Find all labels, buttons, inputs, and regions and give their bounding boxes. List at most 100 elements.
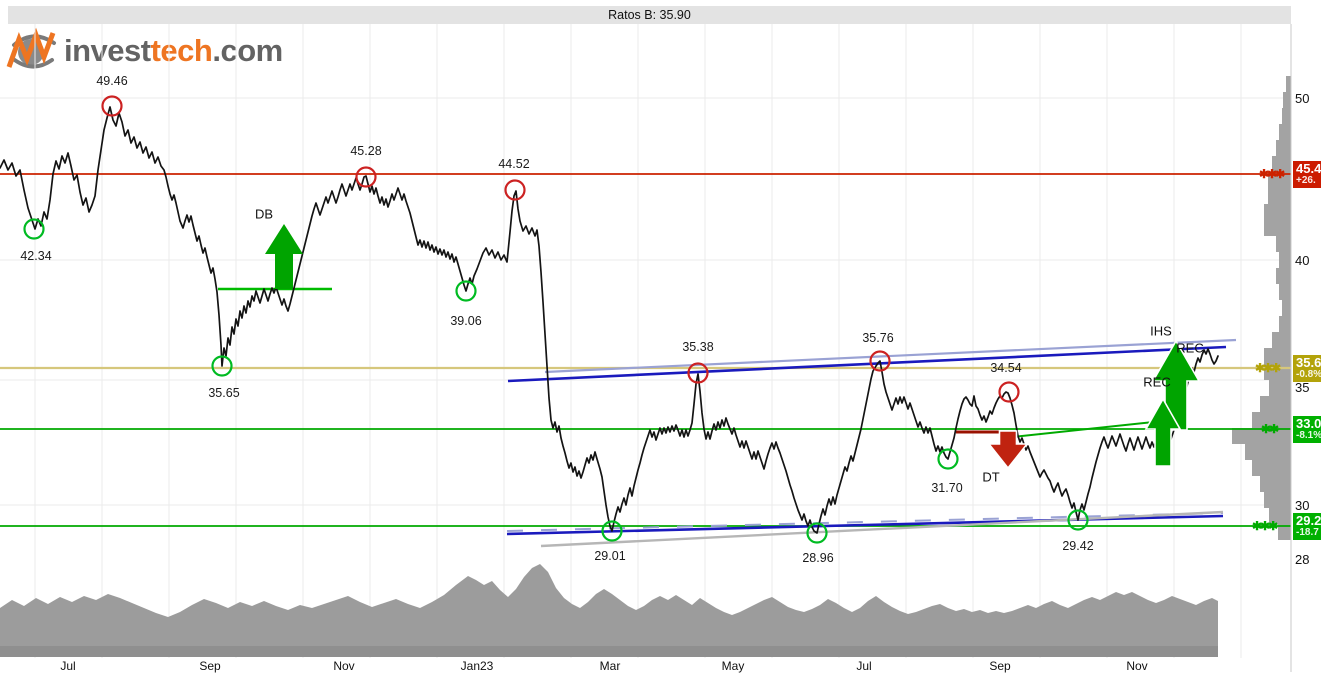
price-tag: 35.6 -0.8% xyxy=(1293,355,1321,382)
level-stars: ✱✱✱ xyxy=(1252,519,1278,533)
top-pivot-circle xyxy=(869,350,891,372)
price-tag-change: +26. xyxy=(1296,175,1316,186)
volume-profile-bar xyxy=(1282,108,1291,124)
y-axis-label: 40 xyxy=(1295,253,1310,268)
volume-profile-bar xyxy=(1260,476,1291,492)
pivot-label: 35.38 xyxy=(682,340,714,354)
bottom-pivot-circle xyxy=(806,522,828,544)
x-axis-label: Jul xyxy=(856,659,872,673)
price-tag: 45.4 +26. xyxy=(1293,161,1321,188)
pivot-label: 49.46 xyxy=(96,74,128,88)
down-arrow-icon xyxy=(987,430,1029,470)
level-stars: ✱✱✱ xyxy=(1259,167,1285,181)
pivot-label: 39.06 xyxy=(450,314,482,328)
pivot-label: 42.34 xyxy=(20,249,52,263)
bottom-pivot-circle xyxy=(23,218,45,240)
level-stars: ✱✱✱ xyxy=(1255,361,1281,375)
up-arrow-icon xyxy=(1144,397,1182,467)
pivot-label: 29.42 xyxy=(1062,539,1094,553)
pivot-label: 44.52 xyxy=(498,157,530,171)
price-tag-change: -18.7 xyxy=(1296,527,1319,538)
volume-area xyxy=(0,564,1218,652)
x-axis-label: Nov xyxy=(1126,659,1148,673)
bottom-pivot-circle xyxy=(211,355,233,377)
top-pivot-circle xyxy=(101,95,123,117)
investtech-wordmark: investtech.com xyxy=(64,33,283,69)
x-axis-label: May xyxy=(721,659,745,673)
price-tag-value: 45.4 xyxy=(1296,161,1321,176)
pattern-label-dt: DT xyxy=(982,469,1000,485)
price-tag-value: 33.0 xyxy=(1296,416,1321,431)
x-axis-label: Nov xyxy=(333,659,355,673)
pattern-label-rec: REC xyxy=(1176,340,1204,356)
pivot-label: 29.01 xyxy=(594,549,626,563)
volume-profile-bar xyxy=(1279,284,1291,300)
volume-profile-bar xyxy=(1276,140,1291,156)
pivot-label: 45.28 xyxy=(350,144,382,158)
trend-line xyxy=(507,345,1227,383)
price-tag: 29.2 -18.7 xyxy=(1293,513,1321,540)
y-axis-label: 35 xyxy=(1295,380,1310,395)
y-axis-label: 30 xyxy=(1295,498,1310,513)
volume-profile-bar xyxy=(1264,492,1291,508)
volume-profile-bar xyxy=(1252,460,1291,476)
pivot-label: 35.65 xyxy=(208,386,240,400)
y-axis-label: 50 xyxy=(1295,91,1310,106)
volume-profile-bar xyxy=(1279,252,1291,268)
top-pivot-circle xyxy=(504,179,526,201)
top-pivot-circle xyxy=(355,166,377,188)
x-axis-label: Sep xyxy=(199,659,221,673)
volume-base-bar xyxy=(0,646,1218,657)
x-axis-label: Jul xyxy=(60,659,76,673)
chart-title: Ratos B: 35.90 xyxy=(608,8,691,22)
pivot-label: 31.70 xyxy=(931,481,963,495)
pattern-label-db: DB xyxy=(254,206,274,222)
volume-profile-bar xyxy=(1264,204,1291,220)
volume-profile-bar xyxy=(1268,172,1291,188)
logo-text-invest: invest xyxy=(64,33,151,68)
volume-profile-bar xyxy=(1260,396,1291,412)
top-pivot-circle xyxy=(687,362,709,384)
up-arrow-icon xyxy=(1151,339,1201,431)
volume-profile-bar xyxy=(1276,268,1291,284)
volume-profile-bar xyxy=(1245,444,1291,460)
x-axis-label: Mar xyxy=(599,659,621,673)
x-axis-label: Sep xyxy=(989,659,1011,673)
volume-profile-bar xyxy=(1272,156,1291,172)
volume-profile-bar xyxy=(1268,188,1291,204)
level-stars: ✱✱ xyxy=(1261,422,1279,436)
bottom-pivot-circle xyxy=(1067,509,1089,531)
pattern-label-rec: REC xyxy=(1143,374,1171,390)
pivot-label: 34.54 xyxy=(990,361,1022,375)
volume-profile-bar xyxy=(1283,92,1291,108)
bottom-pivot-circle xyxy=(601,520,623,542)
x-axis-label: Jan23 xyxy=(460,659,494,673)
volume-profile-bar xyxy=(1264,220,1291,236)
volume-profile-bar xyxy=(1269,508,1291,524)
price-tag-value: 35.6 xyxy=(1296,355,1321,370)
volume-profile-bar xyxy=(1272,332,1291,348)
volume-profile-bar xyxy=(1252,412,1291,428)
up-arrow-icon xyxy=(265,224,303,289)
volume-profile-bar xyxy=(1269,380,1291,396)
logo-text-com: .com xyxy=(212,33,283,68)
investtech-logo: investtech.com xyxy=(6,26,283,76)
volume-profile-bar xyxy=(1279,316,1291,332)
volume-profile-bar xyxy=(1286,76,1291,92)
bottom-pivot-circle xyxy=(937,448,959,470)
volume-profile-bar xyxy=(1282,300,1291,316)
volume-profile-bar xyxy=(1276,236,1291,252)
trend-line xyxy=(544,338,1237,374)
trend-line xyxy=(540,510,1224,548)
bottom-pivot-circle xyxy=(455,280,477,302)
logo-text-tech: tech xyxy=(150,33,213,68)
volume-profile-bar xyxy=(1264,348,1291,364)
investtech-logo-icon xyxy=(6,27,56,69)
volume-profile-bar xyxy=(1279,124,1291,140)
top-pivot-circle xyxy=(998,381,1020,403)
pattern-label-ihs: IHS xyxy=(1150,323,1172,339)
volume-profile-bar xyxy=(1232,428,1291,444)
price-tag-change: -8.1% xyxy=(1296,430,1321,441)
